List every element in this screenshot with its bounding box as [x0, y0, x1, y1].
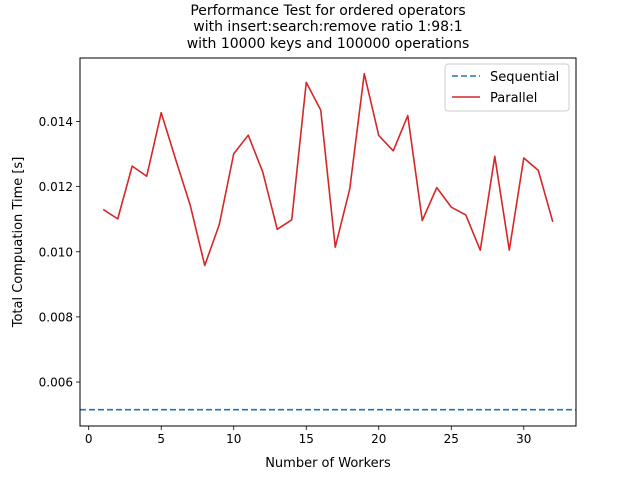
legend-sequential-label: Sequential	[490, 70, 559, 85]
x-axis-label: Number of Workers	[265, 456, 391, 471]
plot-area	[80, 58, 576, 426]
x-tick-label: 15	[299, 432, 314, 446]
x-tick-label: 20	[371, 432, 386, 446]
chart-title: Performance Test for ordered operators w…	[187, 3, 470, 52]
legend: Sequential Parallel	[444, 63, 570, 112]
x-tick-label: 5	[157, 432, 165, 446]
chart-title-line-3: with 10000 keys and 100000 operations	[187, 36, 470, 52]
x-tick-label: 25	[444, 432, 459, 446]
chart-title-line-1: Performance Test for ordered operators	[190, 3, 465, 19]
plot-frame	[79, 57, 577, 427]
x-axis-ticks: 0 5 10 15 20 25 30	[85, 426, 531, 446]
series-layer	[80, 72, 576, 411]
y-tick-label: 0.008	[39, 310, 73, 324]
x-tick-label: 10	[226, 432, 241, 446]
x-tick-label: 30	[516, 432, 531, 446]
y-tick-label: 0.010	[39, 245, 73, 259]
legend-parallel-label: Parallel	[490, 91, 537, 106]
y-axis-ticks: 0.006 0.008 0.010 0.012 0.014	[39, 115, 80, 390]
y-tick-label: 0.012	[39, 180, 73, 194]
x-tick-label: 0	[85, 432, 93, 446]
chart-title-line-2: with insert:search:remove ratio 1:98:1	[193, 19, 462, 35]
parallel-series-line	[102, 72, 554, 267]
y-axis-label: Total Compuation Time [s]	[11, 157, 26, 329]
y-tick-label: 0.014	[39, 115, 73, 129]
y-tick-label: 0.006	[39, 376, 73, 390]
